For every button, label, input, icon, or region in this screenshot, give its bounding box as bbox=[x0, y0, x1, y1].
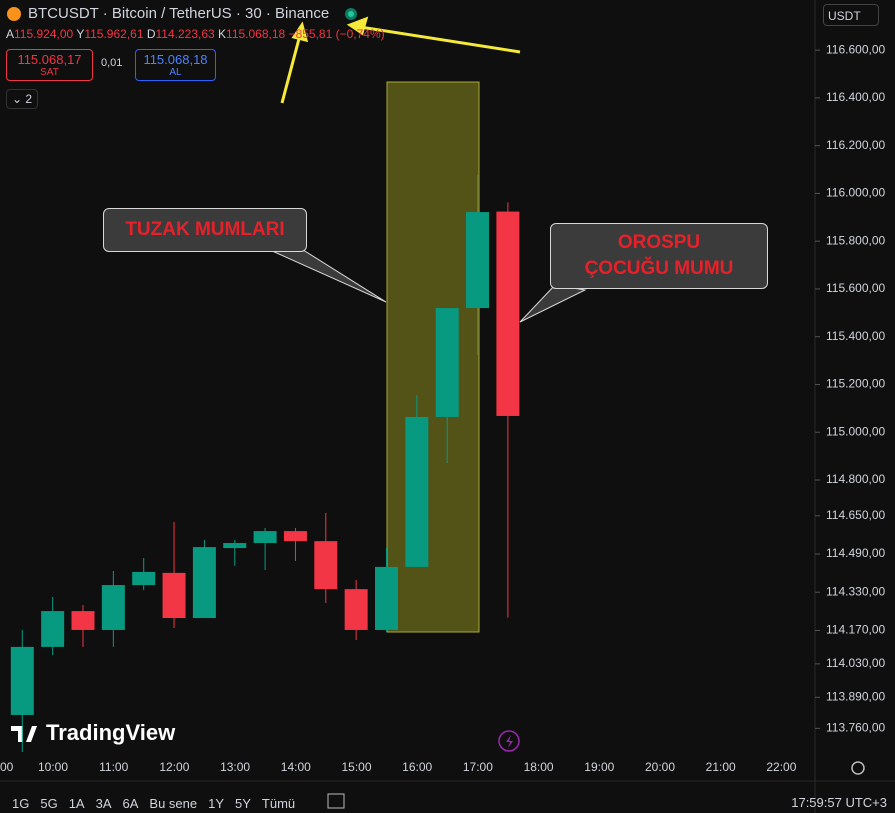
logo-text: TradingView bbox=[46, 720, 176, 745]
ohlc-key: D bbox=[146, 27, 156, 41]
highlight-zone bbox=[386, 81, 480, 633]
y-tick-label: 115.000,00 bbox=[826, 424, 885, 438]
candle-body bbox=[223, 543, 247, 549]
buy-button[interactable]: 115.068,18 AL bbox=[135, 49, 216, 81]
y-tick-label: 113.760,00 bbox=[826, 721, 885, 735]
candle-body bbox=[496, 211, 520, 416]
y-tick-label: 114.800,00 bbox=[826, 472, 885, 486]
candle-body bbox=[162, 572, 186, 619]
calendar-icon[interactable] bbox=[327, 793, 345, 809]
candle-body bbox=[132, 571, 156, 586]
y-tick-label: 116.400,00 bbox=[826, 90, 885, 104]
indicator-toggle[interactable]: ⌄ 2 bbox=[6, 89, 38, 109]
candle-body bbox=[466, 212, 490, 309]
y-tick-label: 115.200,00 bbox=[826, 377, 885, 391]
x-tick-label: 10:00 bbox=[38, 760, 68, 774]
sell-price: 115.068,17 bbox=[17, 52, 82, 67]
range-button[interactable]: 1G bbox=[12, 796, 30, 811]
currency-select[interactable]: USDT bbox=[823, 4, 879, 26]
sell-label: SAT bbox=[40, 67, 59, 78]
x-tick-label: 20:00 bbox=[645, 760, 675, 774]
x-tick-label: 12:00 bbox=[159, 760, 189, 774]
buy-label: AL bbox=[169, 67, 182, 78]
annotation: OROSPU ÇOCUĞU MUMU bbox=[550, 223, 768, 289]
x-tick-label: 18:00 bbox=[524, 760, 554, 774]
y-tick-label: 114.030,00 bbox=[826, 656, 885, 670]
range-button[interactable]: 5G bbox=[40, 796, 58, 811]
y-tick-label: 113.890,00 bbox=[826, 689, 885, 703]
x-tick-label: 14:00 bbox=[281, 760, 311, 774]
range-button[interactable]: 3A bbox=[95, 796, 112, 811]
buy-price: 115.068,18 bbox=[143, 52, 208, 67]
ohlc-value: 114.223,63 bbox=[155, 27, 215, 41]
y-tick-label: 114.330,00 bbox=[826, 584, 885, 598]
candle-body bbox=[41, 611, 65, 647]
x-tick-label: 21:00 bbox=[706, 760, 736, 774]
symbol-title: BTCUSDT · Bitcoin / TetherUS · 30 · Bina… bbox=[28, 5, 330, 22]
range-button[interactable]: Bu sene bbox=[149, 796, 198, 811]
y-tick-label: 114.650,00 bbox=[826, 508, 885, 522]
candle-body bbox=[253, 531, 277, 544]
x-tick-label: 22:00 bbox=[766, 760, 796, 774]
range-bar: 1G 5G 1A 3A 6A Bu sene 1Y 5Y Tümü bbox=[12, 795, 306, 813]
x-tick-label: 00 bbox=[0, 760, 14, 774]
sell-button[interactable]: 115.068,17 SAT bbox=[6, 49, 93, 81]
range-button[interactable]: Tümü bbox=[261, 796, 296, 811]
annotation: TUZAK MUMLARI bbox=[103, 208, 307, 252]
y-tick-label: 116.200,00 bbox=[826, 138, 885, 152]
y-tick-label: 115.400,00 bbox=[826, 329, 885, 343]
x-tick-label: 13:00 bbox=[220, 760, 250, 774]
y-tick-label: 116.000,00 bbox=[826, 186, 885, 200]
range-button[interactable]: 1A bbox=[68, 796, 85, 811]
ohlc-value: 115.068,18 bbox=[226, 27, 286, 41]
candle-body bbox=[314, 541, 338, 590]
logo-icon bbox=[11, 726, 37, 742]
candle-body bbox=[10, 646, 34, 715]
range-button[interactable]: 1Y bbox=[208, 796, 225, 811]
y-tick-label: 115.800,00 bbox=[826, 233, 885, 247]
range-button[interactable]: 6A bbox=[122, 796, 139, 811]
event-icon bbox=[498, 730, 520, 752]
arrows bbox=[280, 16, 521, 104]
event-icon bbox=[506, 735, 513, 748]
y-tick-label: 116.600,00 bbox=[826, 42, 885, 56]
clock: 17:59:57 UTC+3 bbox=[791, 795, 887, 810]
y-tick-label: 115.600,00 bbox=[826, 281, 885, 295]
x-tick-label: 15:00 bbox=[341, 760, 371, 774]
x-tick-label: 16:00 bbox=[402, 760, 432, 774]
indicator-count: 2 bbox=[25, 92, 33, 106]
x-tick-label: 19:00 bbox=[584, 760, 614, 774]
x-tick-label: 11:00 bbox=[99, 760, 128, 774]
candle-body bbox=[101, 585, 125, 630]
spread: 0,01 bbox=[101, 57, 123, 69]
ohlc-key: Y bbox=[76, 27, 85, 41]
candle-body bbox=[283, 531, 307, 542]
ohlc-row: A115.924,00 Y115.962,61 D114.223,63 K115… bbox=[6, 27, 385, 41]
callout-pointer bbox=[269, 247, 387, 303]
range-button[interactable]: 5Y bbox=[235, 796, 251, 811]
btc-icon bbox=[7, 7, 21, 21]
settings-icon[interactable] bbox=[851, 761, 865, 775]
ohlc-change: −855,81 (−0,74%) bbox=[288, 27, 385, 41]
ohlc-value: 115.962,61 bbox=[84, 27, 144, 41]
y-tick-label: 114.170,00 bbox=[826, 623, 885, 637]
candle-body bbox=[435, 308, 459, 417]
candle-body bbox=[192, 547, 216, 619]
status-dot bbox=[348, 11, 354, 17]
candle-body bbox=[405, 416, 429, 567]
candle-body bbox=[71, 611, 95, 630]
x-tick-label: 17:00 bbox=[463, 760, 493, 774]
ohlc-key: A bbox=[6, 27, 15, 41]
ohlc-value: 115.924,00 bbox=[14, 27, 74, 41]
candle-body bbox=[344, 589, 368, 630]
candle-body bbox=[375, 566, 398, 630]
y-tick-label: 114.490,00 bbox=[826, 546, 885, 560]
ohlc-key: K bbox=[218, 27, 227, 41]
callout-pointer bbox=[519, 284, 587, 323]
